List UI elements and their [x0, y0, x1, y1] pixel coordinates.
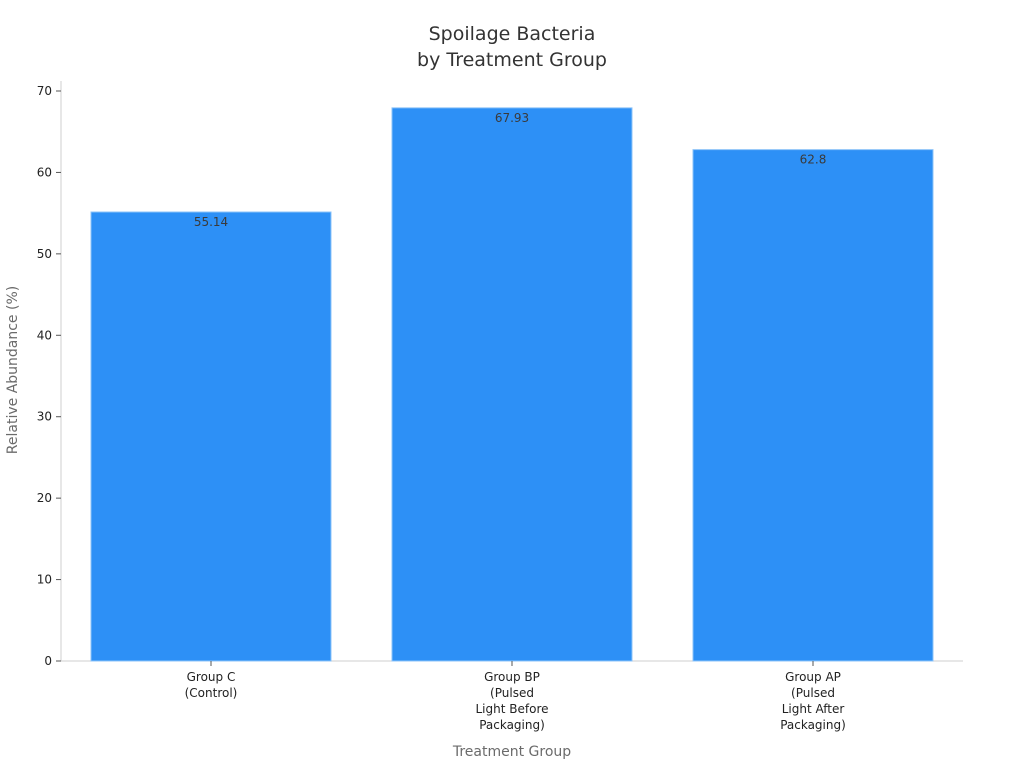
x-tick-label-1-line-2: (Control): [185, 686, 238, 700]
chart-title-line-1: Spoilage Bacteria: [429, 23, 596, 45]
x-tick-label-2-line-1: Group BP: [484, 670, 540, 684]
x-tick-label-3-line-4: Packaging): [780, 718, 846, 732]
y-tick-label-70: 70: [37, 84, 52, 98]
y-tick-label-50: 50: [37, 247, 52, 261]
bar-1: [90, 211, 332, 662]
y-tick-label-40: 40: [37, 328, 52, 342]
chart-title: Spoilage Bacteria by Treatment Group: [417, 23, 607, 71]
data-label-2: 67.93: [495, 111, 529, 125]
y-tick-label-60: 60: [37, 165, 52, 179]
x-axis-title: Treatment Group: [452, 744, 571, 760]
bar-2: [391, 107, 633, 662]
x-tick-label-3-line-3: Light After: [782, 702, 845, 716]
x-tick-label-2-line-4: Packaging): [479, 718, 545, 732]
chart-title-line-2: by Treatment Group: [417, 49, 607, 71]
data-label-3: 62.8: [800, 153, 827, 167]
plot-area: 0 10 20 30 40 50 60 70 55.14 Group C (Control) 67.9…: [37, 81, 963, 732]
y-tick-label-10: 10: [37, 573, 52, 587]
x-tick-label-2-line-3: Light Before: [476, 702, 549, 716]
y-tick-label-30: 30: [37, 410, 52, 424]
y-tick-label-0: 0: [44, 654, 52, 668]
x-tick-label-1-line-1: Group C: [187, 670, 236, 684]
y-axis-title: Relative Abundance (%): [5, 286, 21, 454]
y-tick-label-20: 20: [37, 491, 52, 505]
x-tick-label-3-line-1: Group AP: [785, 670, 841, 684]
data-label-1: 55.14: [194, 215, 228, 229]
bar-3: [692, 149, 934, 662]
x-tick-label-2-line-2: (Pulsed: [490, 686, 534, 700]
x-tick-label-3-line-2: (Pulsed: [791, 686, 835, 700]
